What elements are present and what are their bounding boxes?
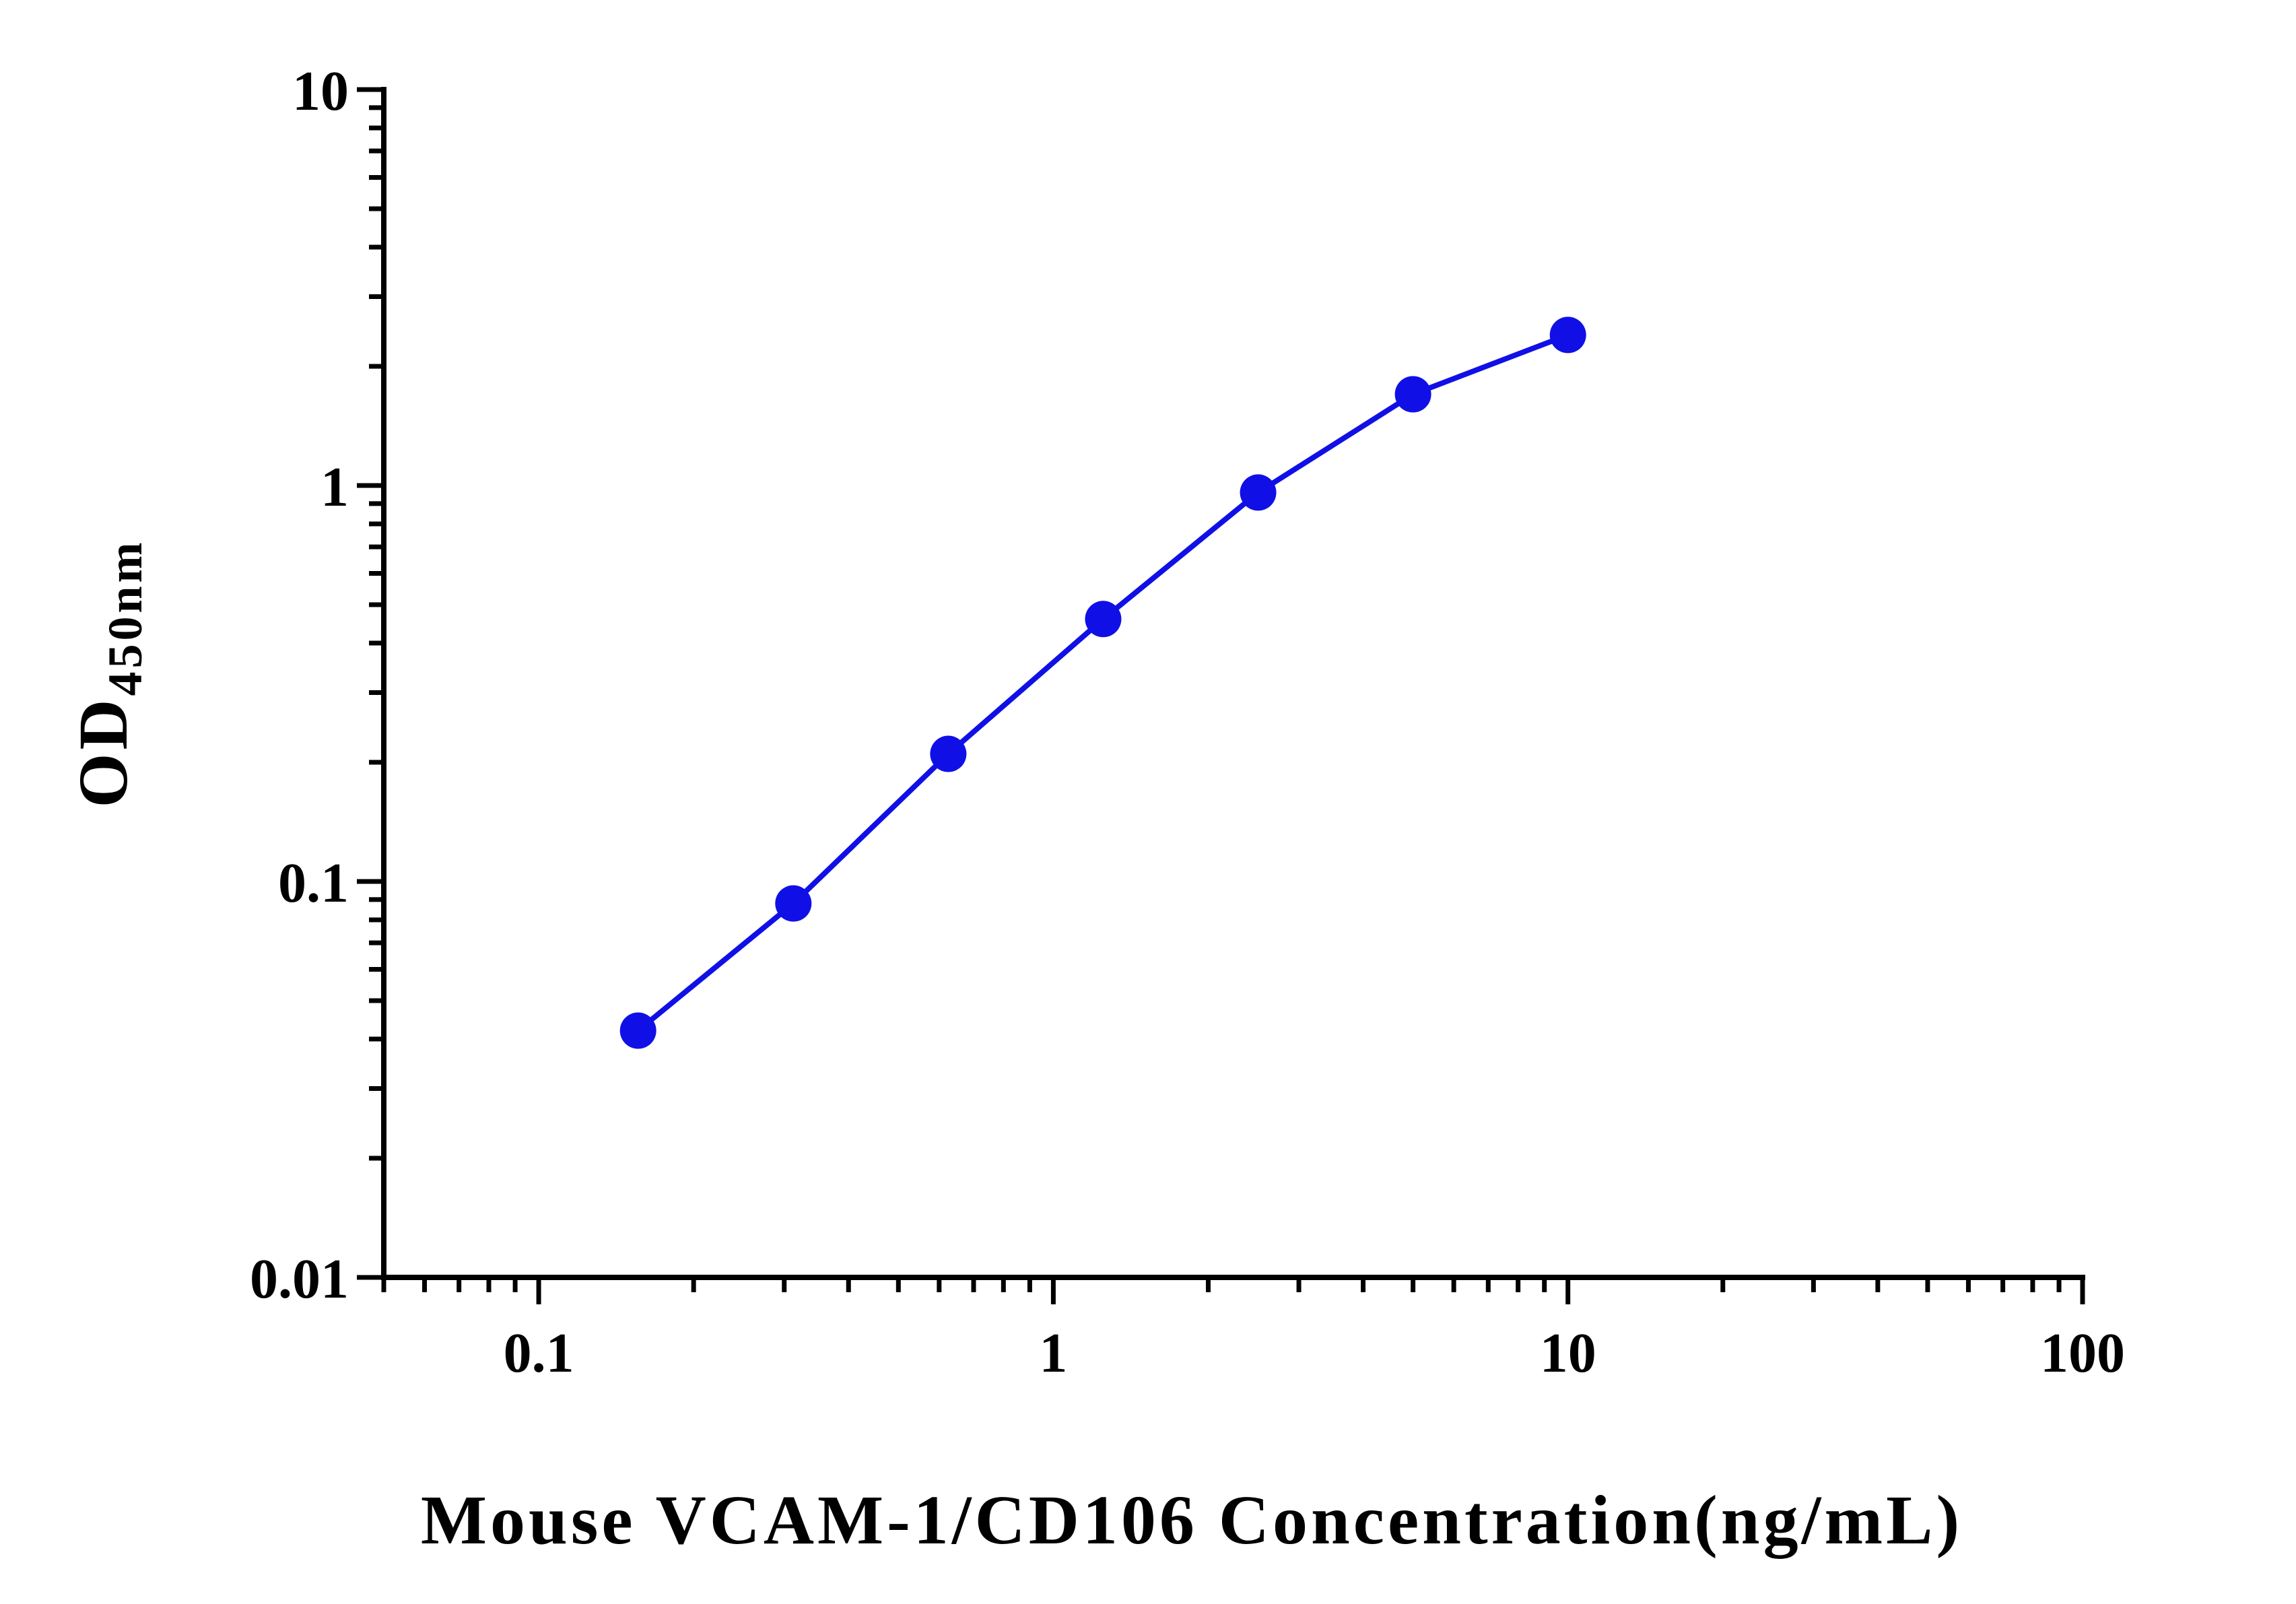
y-tick-label: 0.01 xyxy=(250,1248,349,1310)
y-tick-label: 10 xyxy=(292,60,349,123)
data-point xyxy=(1549,316,1586,354)
data-point xyxy=(619,1012,656,1049)
x-tick-label: 1 xyxy=(1039,1322,1067,1384)
data-point xyxy=(930,735,967,772)
series-line xyxy=(636,332,1569,1033)
y-axis-title: OD450nm xyxy=(65,539,152,807)
x-tick-label: 100 xyxy=(2040,1322,2125,1384)
data-point xyxy=(1085,601,1122,638)
data-point xyxy=(1240,474,1277,511)
y-tick-labels: 0.01 0.1 1 10 xyxy=(250,60,349,1310)
y-ticks xyxy=(357,87,384,1280)
data-point xyxy=(775,885,812,922)
x-tick-label: 0.1 xyxy=(504,1322,574,1384)
series-group xyxy=(619,316,1586,1049)
data-point xyxy=(1394,376,1431,413)
x-tick-label: 10 xyxy=(1540,1322,1596,1384)
y-axis-title-subscript: 450nm xyxy=(98,539,152,696)
y-tick-label: 1 xyxy=(320,456,349,519)
x-axis-title: Mouse VCAM-1/CD106 Concentration(ng/mL) xyxy=(421,1481,1963,1559)
y-tick-label: 0.1 xyxy=(278,852,349,914)
axes xyxy=(381,87,2085,1280)
y-axis-title-main: OD xyxy=(65,696,142,808)
x-tick-labels: 0.1 1 10 100 xyxy=(504,1322,2125,1384)
x-ticks xyxy=(381,1277,2085,1304)
